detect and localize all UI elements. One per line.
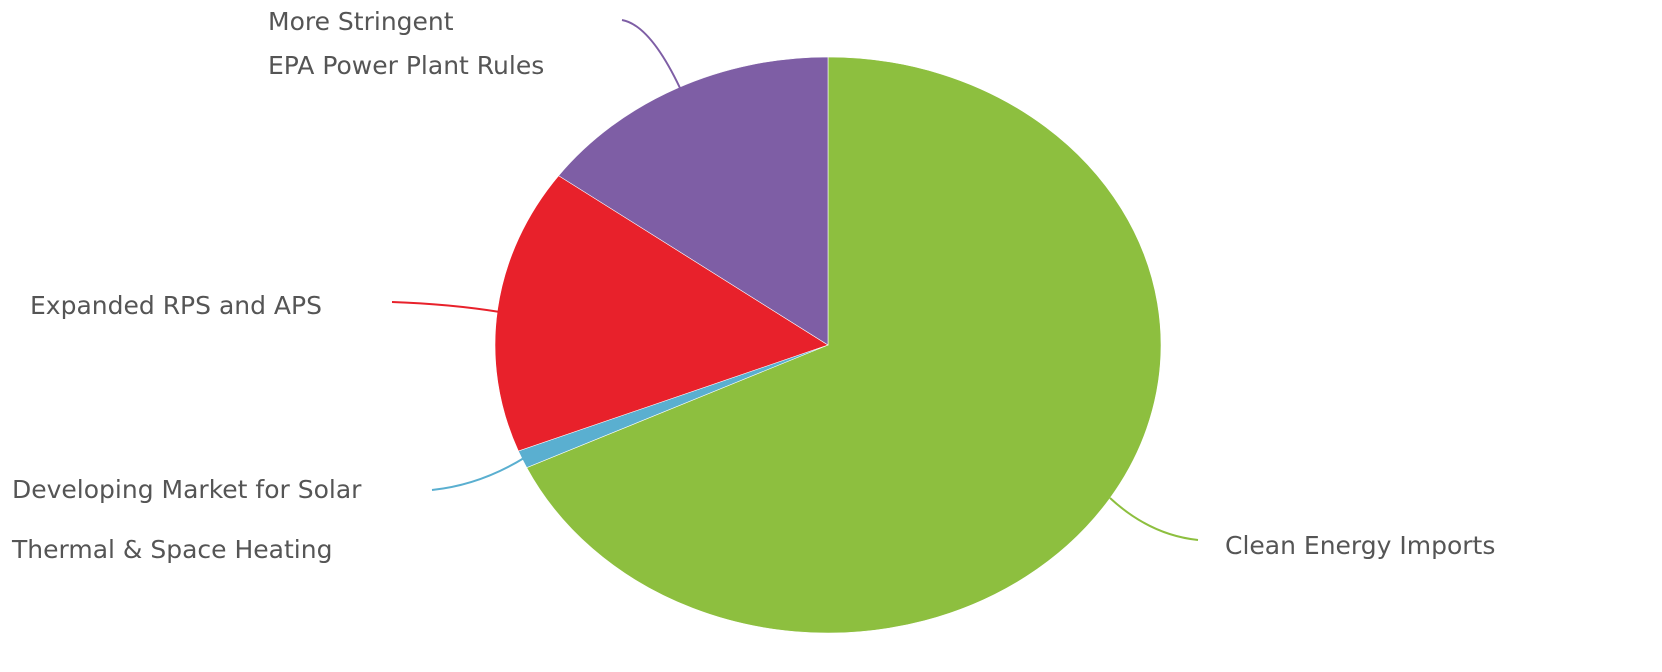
slice-label: Clean Energy Imports [1225,531,1496,560]
leader-line [431,457,525,491]
slice-label: Developing Market for Solar Thermal & Sp… [12,475,362,564]
pie [494,56,1162,634]
slice-label: More Stringent EPA Power Plant Rules [268,7,545,80]
slice-label: Expanded RPS and APS [30,291,322,320]
pie-slice [494,175,829,452]
pie-slice [526,56,1162,634]
leader-line [391,301,501,313]
leader-line [621,19,681,89]
leader-line [1109,497,1199,541]
pie-slice [558,56,829,346]
